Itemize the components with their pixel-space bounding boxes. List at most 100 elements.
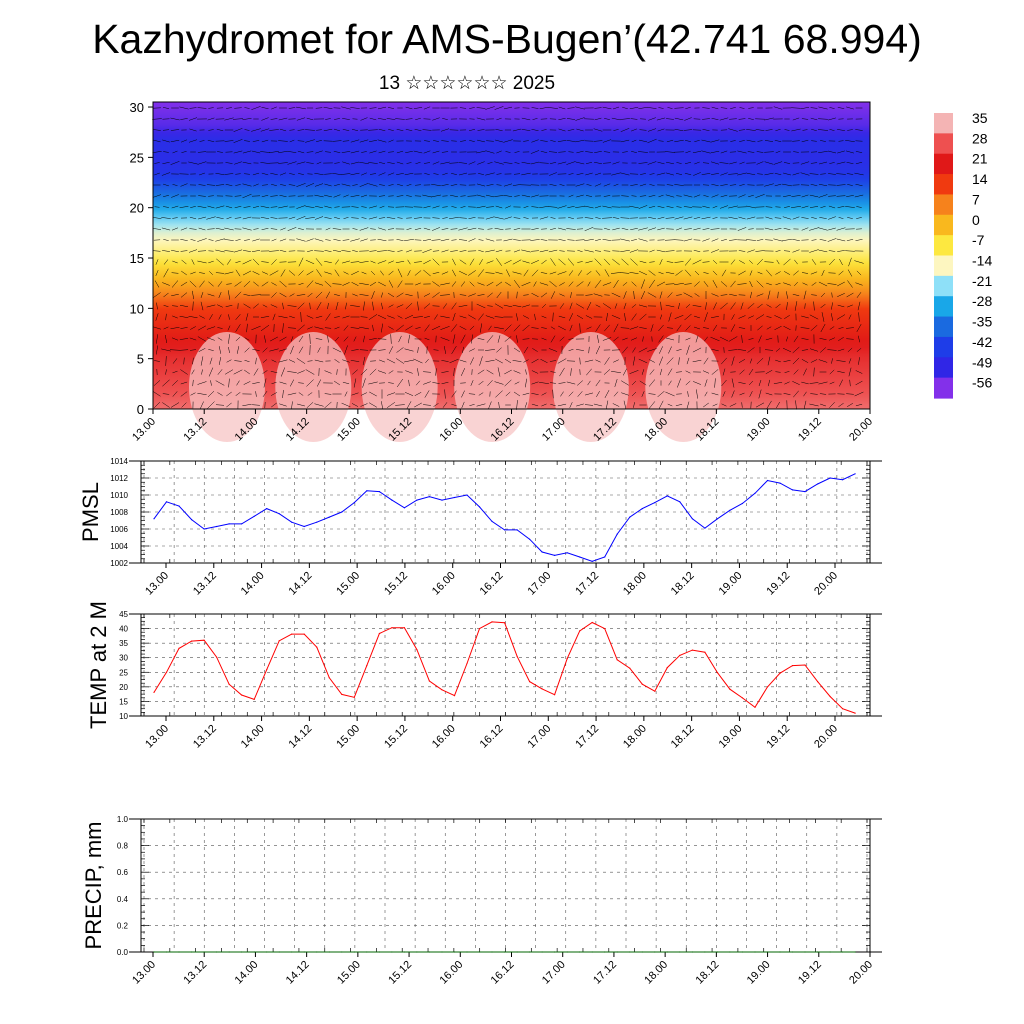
wind-vector — [828, 227, 836, 231]
wind-vector — [758, 389, 762, 399]
wind-vector — [539, 282, 549, 286]
wind-vector — [423, 205, 431, 209]
wind-vector — [314, 250, 324, 252]
wind-vector — [631, 313, 637, 321]
wind-vector — [201, 369, 203, 375]
wind-vector — [557, 205, 567, 209]
wind-vector — [487, 228, 493, 230]
wind-vector — [234, 360, 242, 362]
wind-vector — [368, 183, 378, 187]
wind-vector — [380, 270, 384, 276]
data-point — [428, 496, 430, 498]
wind-vector — [279, 249, 287, 253]
x-tick-label: 19.00 — [717, 570, 745, 598]
data-point — [516, 529, 518, 531]
wind-vector — [748, 194, 754, 198]
wind-vector — [703, 272, 709, 274]
wind-vector — [236, 346, 240, 354]
wind-vector — [368, 129, 378, 131]
wind-vector — [452, 269, 456, 277]
wind-vector — [838, 217, 844, 219]
wind-vector — [305, 129, 315, 131]
wind-vector — [829, 381, 835, 385]
data-point — [516, 655, 518, 657]
wind-vector — [217, 281, 223, 287]
wind-vector — [305, 217, 315, 219]
wind-vector — [287, 227, 297, 231]
wind-vector — [271, 282, 277, 286]
wind-vector — [458, 172, 468, 176]
wind-vector — [188, 117, 198, 121]
wind-vector — [270, 371, 278, 373]
wind-vector — [479, 323, 483, 333]
wind-vector — [800, 327, 810, 329]
data-point — [466, 494, 468, 496]
data-point — [491, 951, 493, 953]
wind-vector — [390, 334, 392, 344]
wind-vector — [632, 347, 636, 353]
wind-vector — [648, 194, 656, 198]
wind-vector — [741, 402, 743, 408]
wind-vector — [800, 161, 810, 165]
wind-vector — [550, 217, 556, 219]
wind-vector — [811, 128, 817, 132]
wind-vector — [244, 359, 250, 363]
data-point — [679, 654, 681, 657]
wind-vector — [289, 139, 295, 143]
wind-vector — [242, 150, 252, 154]
wind-vector — [720, 107, 728, 109]
wind-vector — [613, 183, 619, 187]
wind-vector — [540, 150, 548, 154]
wind-vector — [476, 403, 486, 407]
wind-vector — [523, 294, 529, 296]
wind-vector — [405, 129, 413, 131]
data-point — [191, 640, 193, 642]
wind-vector — [610, 272, 622, 274]
wind-vector — [316, 269, 322, 277]
data-point — [854, 951, 856, 953]
wind-vector — [647, 292, 657, 298]
wind-vector — [396, 161, 404, 165]
wind-vector — [180, 292, 188, 298]
wind-vector — [792, 293, 800, 297]
wind-vector — [505, 281, 511, 287]
wind-vector — [613, 391, 619, 397]
wind-vector — [533, 281, 537, 287]
wind-vector — [774, 325, 782, 331]
data-point — [378, 632, 380, 635]
series-line — [153, 473, 856, 562]
colorbar-swatch — [934, 214, 953, 236]
wind-vector — [197, 107, 207, 109]
wind-vector — [415, 327, 421, 329]
wind-vector — [791, 195, 801, 197]
wind-vector — [271, 381, 277, 385]
wind-vector — [829, 369, 835, 375]
wind-vector — [388, 270, 394, 276]
wind-vector — [289, 315, 295, 319]
wind-vector — [172, 380, 178, 386]
wind-vector — [694, 281, 700, 287]
wind-vector — [188, 161, 198, 165]
wind-vector — [703, 195, 709, 197]
wind-vector — [658, 335, 664, 343]
wind-vector — [813, 301, 815, 311]
data-point — [566, 552, 568, 554]
wind-vector — [579, 323, 581, 333]
wind-vector — [261, 261, 269, 263]
wind-vector — [676, 227, 682, 231]
wind-vector — [260, 151, 270, 153]
wind-vector — [694, 140, 700, 142]
wind-vector — [496, 173, 502, 175]
wind-vector — [638, 304, 648, 308]
wind-vector — [253, 183, 259, 187]
wind-vector — [209, 357, 213, 365]
y-tick-label: 0.0 — [117, 948, 129, 957]
wind-vector — [775, 303, 781, 309]
wind-vector — [468, 238, 476, 242]
wind-vector — [180, 227, 188, 231]
wind-vector — [371, 291, 375, 299]
colorbar-swatch — [934, 235, 953, 257]
x-tick-label: 16.00 — [437, 416, 465, 444]
wind-vector — [261, 271, 269, 275]
wind-vector — [505, 151, 511, 153]
